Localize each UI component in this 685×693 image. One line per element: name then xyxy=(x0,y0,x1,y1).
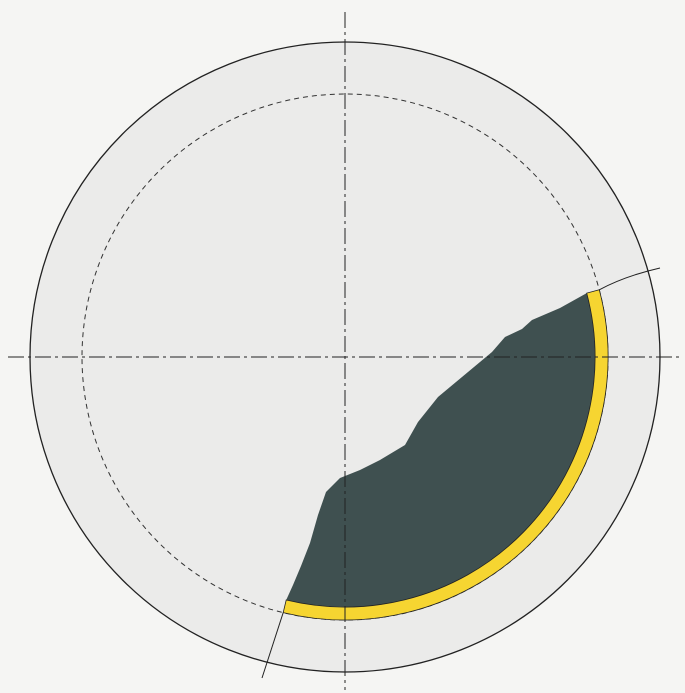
dark-region xyxy=(286,293,596,608)
break-line xyxy=(599,267,661,291)
yellow-band xyxy=(282,289,609,621)
break-line xyxy=(261,612,284,679)
